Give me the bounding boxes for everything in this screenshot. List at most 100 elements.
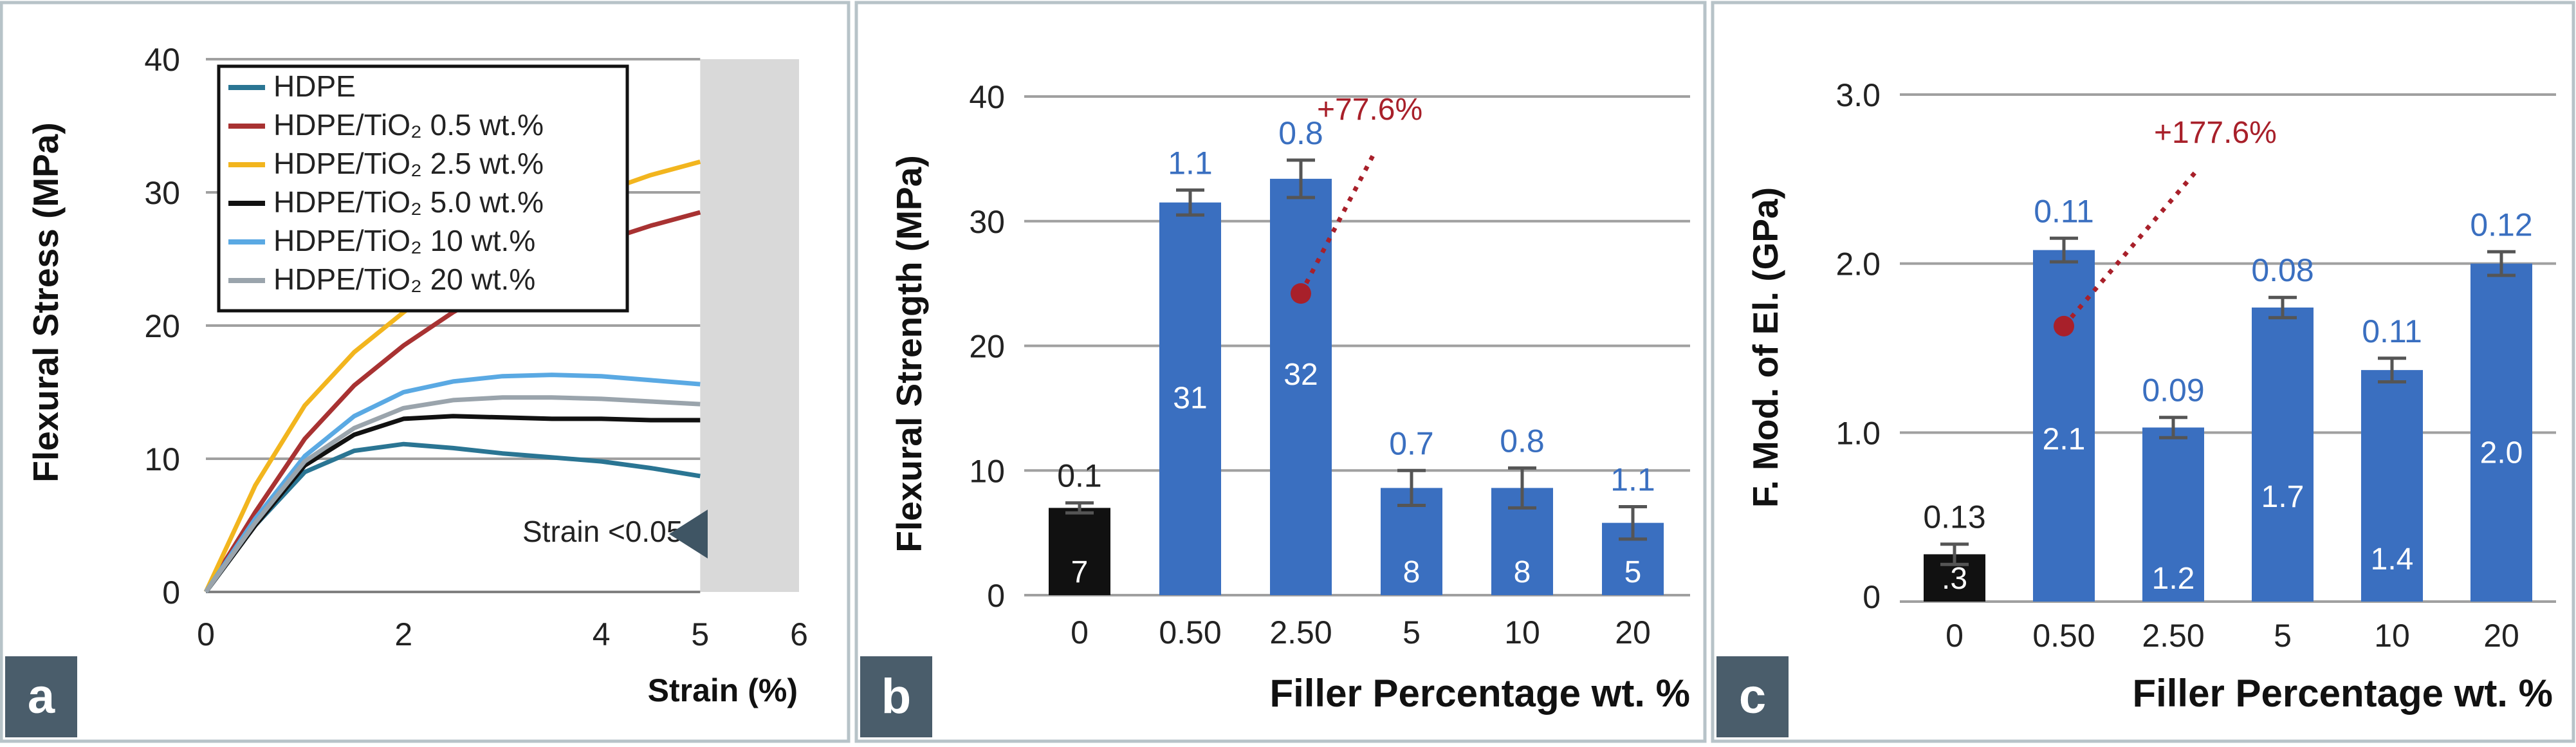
increase-marker — [2054, 315, 2074, 337]
y-tick-label: 3.0 — [1835, 77, 1881, 113]
panel-label: a — [28, 669, 55, 724]
sd-label: 0.12 — [2470, 207, 2532, 243]
y-tick-label: 1.0 — [1835, 415, 1881, 451]
legend: HDPE HDPE/TiO₂ 0.5 wt.% HDPE/TiO₂ 2.5 wt.%… — [217, 64, 629, 313]
value-label: 1.2 — [2152, 562, 2195, 596]
x-tick-label: 4 — [593, 616, 611, 652]
sd-label: 0.8 — [1500, 423, 1545, 459]
legend-entry: HDPE/TiO₂ 2.5 wt.% — [273, 147, 544, 180]
y-tick-label: 0 — [987, 578, 1005, 614]
panel-c: 0 1.0 2.0 3.0 0.13 .3 0 0.11 2.1 0.50 0.09 1.2 2.50… — [1710, 0, 2576, 744]
y-axis-title: F. Mod. of El. (GPa) — [1745, 187, 1785, 508]
y-tick-label: 0 — [1863, 579, 1881, 615]
y-axis-title: Flexural Stress (MPa) — [26, 122, 66, 482]
y-tick-label: 2.0 — [1835, 246, 1881, 282]
x-tick-label: 5 — [1403, 614, 1421, 650]
flexural-modulus-bar-chart: 0 1.0 2.0 3.0 0.13 .3 0 0.11 2.1 0.50 0.09 1.2 2.50… — [1711, 1, 2575, 743]
value-label: 8 — [1403, 555, 1421, 589]
y-tick-label: 10 — [144, 441, 180, 477]
sd-label: 0.11 — [2362, 313, 2422, 349]
value-label: .3 — [1942, 562, 1967, 596]
series-line — [204, 441, 701, 594]
y-tick-label: 30 — [969, 204, 1005, 240]
y-tick-label: 20 — [969, 329, 1005, 365]
bar — [1270, 178, 1332, 595]
x-axis-title: Filler Percentage wt. % — [2132, 672, 2553, 715]
panel-label-box — [1716, 656, 1789, 737]
value-label: 8 — [1514, 555, 1531, 589]
panel-label: c — [1739, 669, 1766, 724]
value-label: 32 — [1283, 358, 1318, 392]
x-tick-label: 20 — [1615, 614, 1651, 650]
sd-label: 1.1 — [1168, 145, 1213, 181]
shaded-region — [700, 59, 799, 592]
x-tick-label: 20 — [2483, 618, 2519, 654]
x-tick-label: 2.50 — [1269, 614, 1332, 650]
triangle-arrow-icon — [669, 510, 708, 558]
x-tick-label: 2.50 — [2142, 618, 2204, 654]
panel-label-box — [5, 656, 77, 737]
x-tick-label: 10 — [2374, 618, 2410, 654]
legend-entry: HDPE/TiO₂ 0.5 wt.% — [273, 108, 544, 142]
x-tick-label: 0 — [1071, 614, 1089, 650]
panel-b: 0 10 20 30 40 0.1 7 0 1.1 31 0.50 0.8 32 2.50 0.7 8 5 0.… — [854, 0, 1707, 744]
y-tick-label: 0 — [162, 575, 180, 611]
value-label: 2.0 — [2480, 436, 2523, 470]
y-axis-title: Flexural Strength (MPa) — [889, 155, 929, 552]
x-tick-label: 6 — [790, 616, 808, 652]
series-line — [204, 373, 701, 593]
series-line — [204, 395, 701, 594]
x-tick-label: 2 — [394, 616, 412, 652]
x-tick-label: 10 — [1504, 614, 1540, 650]
sd-label: 0.8 — [1278, 115, 1323, 151]
bar — [2252, 307, 2314, 602]
value-label: 1.7 — [2261, 480, 2305, 514]
bar — [1049, 508, 1110, 595]
value-label: 2.1 — [2043, 423, 2086, 457]
y-tick-label: 40 — [969, 79, 1005, 115]
value-label: 7 — [1071, 555, 1089, 589]
bar — [1159, 202, 1221, 595]
increase-annotation-line — [1298, 151, 1377, 295]
sd-label: 1.1 — [1610, 461, 1655, 497]
x-tick-label: 0 — [197, 616, 215, 652]
legend-entry: HDPE/TiO₂ 5.0 wt.% — [273, 185, 544, 219]
value-label: 1.4 — [2371, 542, 2414, 576]
sd-label: 0.08 — [2251, 252, 2314, 288]
bar — [2142, 427, 2204, 602]
panel-a: 0 10 20 30 40 0 2 4 5 6 HDPE HDPE/TiO₂ 0.5 wt.% HDP… — [0, 0, 851, 744]
panel-label: b — [881, 669, 911, 724]
panel-c-border — [1711, 1, 2575, 743]
increase-annotation: +177.6% — [2154, 116, 2277, 150]
flexural-strength-bar-chart: 0 10 20 30 40 0.1 7 0 1.1 31 0.50 0.8 32 2.50 0.7 8 5 0.… — [854, 1, 1707, 743]
legend-entry: HDPE/TiO₂ 20 wt.% — [273, 263, 535, 296]
panel-label-box — [860, 656, 932, 737]
x-tick-label: 0.50 — [1159, 614, 1221, 650]
legend-entry: HDPE — [273, 69, 356, 103]
x-tick-label: 0 — [1946, 618, 1964, 654]
bar — [2361, 370, 2423, 602]
y-tick-label: 20 — [144, 308, 180, 344]
x-tick-label: 5 — [691, 616, 709, 652]
sd-label: 0.09 — [2142, 373, 2204, 409]
increase-marker — [1291, 283, 1311, 304]
y-tick-label: 30 — [144, 175, 180, 211]
increase-annotation: +77.6% — [1317, 93, 1422, 127]
bar — [2470, 263, 2532, 602]
sd-label: 0.13 — [1923, 499, 1985, 535]
value-label: 5 — [1624, 555, 1642, 589]
legend-entry: HDPE/TiO₂ 10 wt.% — [273, 224, 535, 257]
value-label: 31 — [1173, 382, 1207, 416]
y-tick-label: 40 — [144, 42, 180, 78]
y-tick-label: 10 — [969, 453, 1005, 489]
x-axis-title: Filler Percentage wt. % — [1269, 672, 1690, 715]
x-tick-label: 0.50 — [2032, 618, 2095, 654]
sd-label: 0.7 — [1389, 425, 1434, 461]
x-tick-label: 5 — [2274, 618, 2292, 654]
sd-label: 0.1 — [1057, 458, 1102, 494]
sd-label: 0.11 — [2034, 193, 2094, 229]
x-axis-title: Strain (%) — [648, 672, 798, 708]
bar — [2033, 250, 2095, 602]
strain-annotation: Strain <0.05 — [522, 515, 683, 548]
